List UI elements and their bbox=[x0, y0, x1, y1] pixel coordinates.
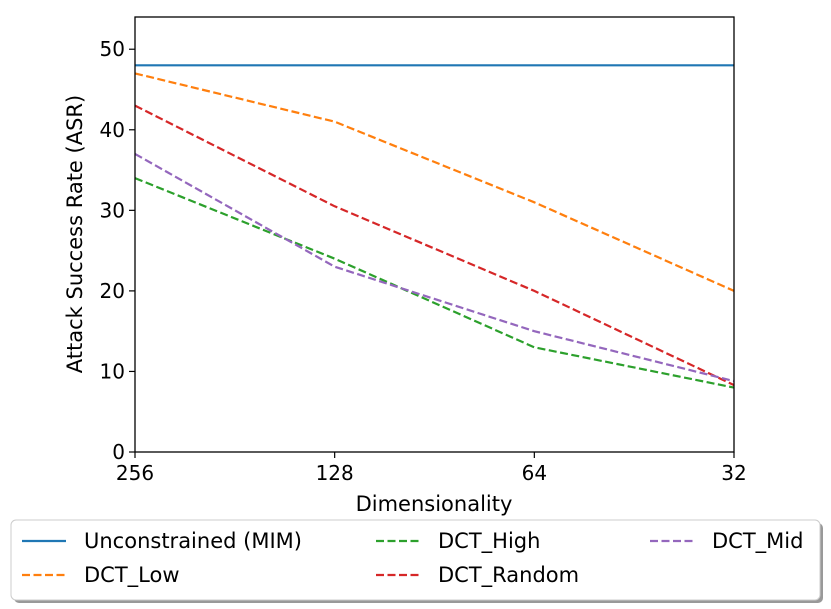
legend: Unconstrained (MIM) DCT_Low DCT_High DCT_Ra… bbox=[10, 519, 823, 603]
x-axis-label: Dimensionality bbox=[356, 492, 513, 516]
plot-frame bbox=[134, 16, 735, 453]
y-tick-label: 20 bbox=[100, 279, 125, 303]
legend-label: DCT_High bbox=[438, 529, 540, 554]
legend-label: Unconstrained (MIM) bbox=[84, 529, 302, 553]
legend-items: Unconstrained (MIM) DCT_Low DCT_High DCT_Ra… bbox=[22, 529, 803, 588]
legend-label: DCT_Low bbox=[84, 563, 180, 588]
series-line-dct-mid bbox=[134, 152, 735, 383]
series-line-dct-random bbox=[134, 104, 735, 387]
x-tick-label: 32 bbox=[721, 461, 746, 485]
y-tick-label: 0 bbox=[112, 440, 125, 464]
y-tick-label: 10 bbox=[100, 359, 125, 383]
x-tick-label: 64 bbox=[522, 461, 547, 485]
y-axis-label: Attack Success Rate (ASR) bbox=[63, 95, 87, 373]
y-tick-label: 50 bbox=[100, 37, 125, 61]
series-line-dct-high bbox=[134, 177, 735, 389]
legend-label: DCT_Random bbox=[438, 563, 579, 588]
ticks-layer: 256 128 64 32 0 10 20 30 40 50 bbox=[100, 37, 747, 485]
y-tick-label: 40 bbox=[100, 118, 125, 142]
series-line-dct-low bbox=[134, 72, 735, 292]
y-tick-label: 30 bbox=[100, 198, 125, 222]
series-layer bbox=[134, 64, 735, 389]
x-tick-label: 128 bbox=[316, 461, 354, 485]
x-tick-label: 256 bbox=[116, 461, 154, 485]
legend-box bbox=[10, 519, 821, 601]
legend-label: DCT_Mid bbox=[712, 529, 803, 554]
